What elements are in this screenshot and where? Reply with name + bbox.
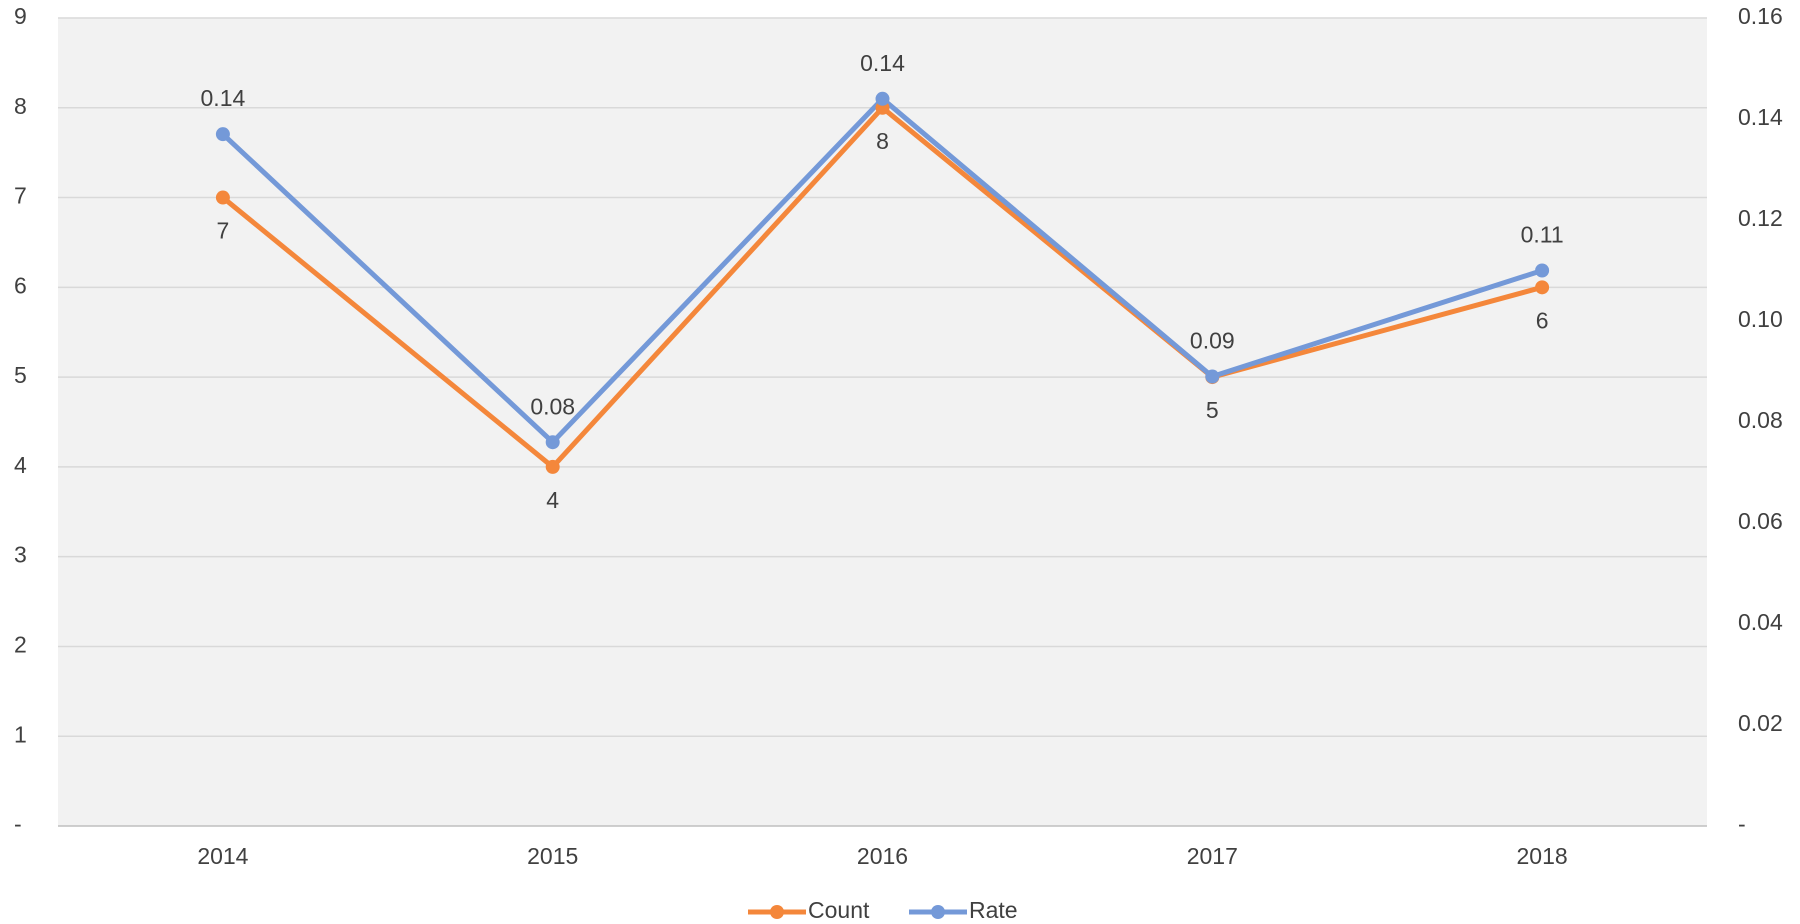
x-tick-label: 2017: [1187, 843, 1238, 869]
point-marker: [1535, 280, 1550, 295]
x-tick-label: 2014: [197, 843, 248, 869]
data-label: 4: [546, 487, 559, 513]
legend-marker: [931, 905, 945, 919]
legend-label: Count: [808, 897, 870, 923]
y2-tick-label: 0.12: [1738, 205, 1783, 231]
legend-marker: [770, 905, 784, 919]
data-label: 0.08: [530, 393, 575, 419]
y2-tick-label: 0.04: [1738, 609, 1783, 635]
y-tick-label: 9: [14, 3, 27, 29]
y-tick-label: 6: [14, 272, 27, 298]
data-label: 0.14: [860, 50, 905, 76]
data-label: 0.11: [1521, 222, 1564, 248]
y-tick-label: 2: [14, 632, 27, 658]
y2-tick-label: 0.06: [1738, 508, 1783, 534]
point-marker: [545, 459, 560, 474]
data-label: 5: [1206, 397, 1219, 423]
point-marker: [1205, 369, 1220, 384]
point-marker: [875, 91, 890, 106]
x-tick-label: 2018: [1517, 843, 1568, 869]
data-label: 0.09: [1190, 328, 1235, 354]
y2-tick-label: 0.08: [1738, 407, 1783, 433]
plot-area: [58, 18, 1707, 826]
y-tick-label: 3: [14, 542, 27, 568]
y2-tick-label: -: [1738, 811, 1746, 837]
y-tick-label: 7: [14, 183, 27, 209]
point-marker: [215, 127, 230, 142]
y2-tick-label: 0.16: [1738, 3, 1783, 29]
data-label: 6: [1536, 307, 1549, 333]
y-tick-label: -: [14, 811, 22, 837]
data-label: 7: [217, 218, 230, 244]
x-tick-label: 2015: [527, 843, 578, 869]
y2-tick-label: 0.10: [1738, 306, 1783, 332]
point-marker: [215, 190, 230, 205]
data-label: 8: [876, 128, 889, 154]
y-tick-label: 4: [14, 452, 27, 478]
y-tick-label: 8: [14, 93, 27, 119]
point-marker: [1535, 263, 1550, 278]
y-tick-label: 1: [14, 721, 27, 747]
point-marker: [545, 435, 560, 450]
y2-tick-label: 0.14: [1738, 104, 1783, 130]
y2-tick-label: 0.02: [1738, 710, 1783, 736]
data-label: 0.14: [201, 85, 246, 111]
legend-label: Rate: [969, 897, 1018, 923]
y-tick-label: 5: [14, 362, 27, 388]
x-tick-label: 2016: [857, 843, 908, 869]
